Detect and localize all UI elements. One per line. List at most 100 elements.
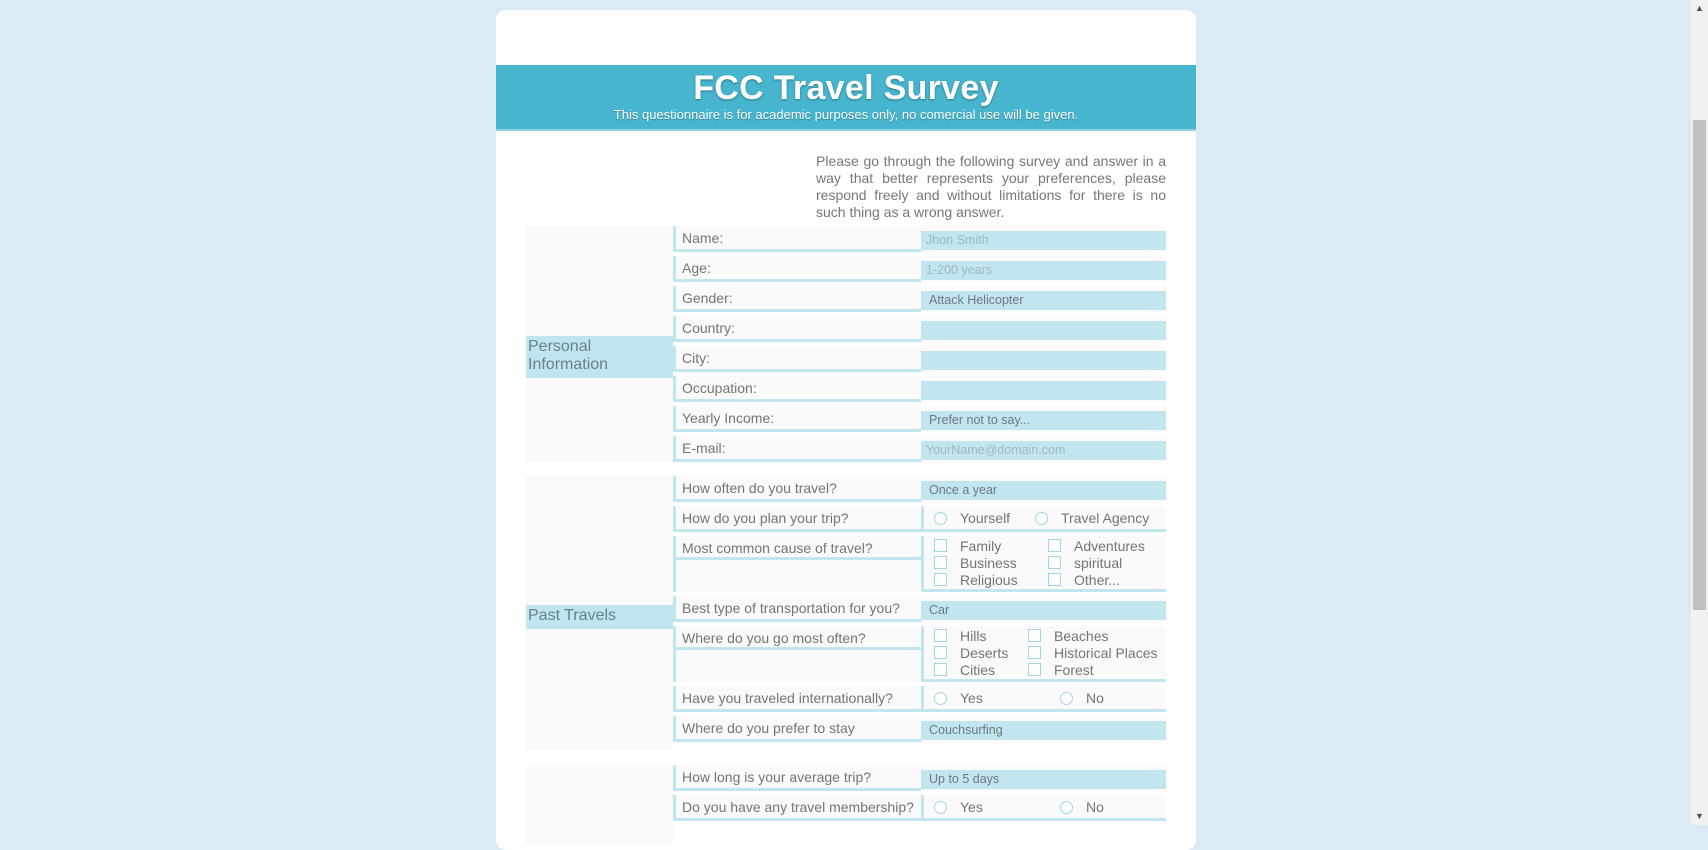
question-row-cause: Most common cause of travel? Family Adve… [673, 536, 1166, 592]
occupation-field[interactable] [921, 381, 1166, 400]
age-placeholder: 1-200 years [926, 263, 993, 277]
chevron-down-icon[interactable]: ▼ [1695, 811, 1704, 821]
question-row-frequency: How often do you travel? Once a year [673, 476, 1166, 502]
radio-button[interactable] [1035, 512, 1048, 525]
frequency-select[interactable]: Once a year [921, 481, 1166, 500]
scrollbar-thumb[interactable] [1693, 120, 1706, 610]
checkbox[interactable] [1028, 629, 1041, 642]
checkbox-option[interactable]: Family [934, 538, 1001, 555]
question-row-country: Country: [673, 316, 1166, 342]
question-label: Do you have any travel membership? [676, 795, 921, 821]
trip-length-select[interactable]: Up to 5 days [921, 770, 1166, 789]
radio-option[interactable]: Yes [934, 799, 983, 816]
question-row-membership: Do you have any travel membership? Yes N… [673, 795, 1166, 821]
section-past-travels: Past Travels How often do you travel? On… [526, 476, 1166, 750]
name-placeholder: Jhon Smith [926, 233, 989, 247]
checkbox[interactable] [1028, 646, 1041, 659]
membership-options: Yes No [921, 795, 1166, 821]
question-label: City: [676, 346, 921, 372]
question-row-trip-length: How long is your average trip? Up to 5 d… [673, 765, 1166, 791]
checkbox-option[interactable]: Deserts [934, 645, 1008, 662]
checkbox-option[interactable]: Other... [1048, 572, 1120, 589]
email-field[interactable]: YourName@domain.com [921, 441, 1166, 460]
question-row-destination: Where do you go most often? Hills Beache… [673, 626, 1166, 682]
checkbox[interactable] [934, 573, 947, 586]
checkbox-option[interactable]: Hills [934, 628, 986, 645]
radio-button[interactable] [934, 801, 947, 814]
income-select[interactable]: Prefer not to say... [921, 411, 1166, 430]
radio-option[interactable]: Travel Agency [1035, 510, 1149, 527]
question-label: Where do you prefer to stay [676, 716, 921, 742]
checkbox[interactable] [934, 646, 947, 659]
question-label: Where do you go most often? [676, 626, 921, 650]
question-row-name: Name: Jhon Smith [673, 226, 1166, 252]
checkbox[interactable] [934, 539, 947, 552]
checkbox[interactable] [1028, 663, 1041, 676]
question-row-age: Age: 1-200 years [673, 256, 1166, 282]
country-field[interactable] [921, 321, 1166, 340]
radio-button[interactable] [1060, 692, 1073, 705]
intro-text: Please go through the following survey a… [816, 153, 1166, 220]
checkbox-option[interactable]: Historical Places [1028, 645, 1157, 662]
checkbox[interactable] [934, 556, 947, 569]
checkbox-option[interactable]: Cities [934, 662, 995, 679]
transport-select[interactable]: Car [921, 601, 1166, 620]
radio-button[interactable] [934, 512, 947, 525]
question-label: E-mail: [676, 436, 921, 462]
question-row-plan: How do you plan your trip? Yourself Trav… [673, 506, 1166, 532]
section-personal-information: Personal Information Name: Jhon Smith Ag… [526, 226, 1166, 462]
page-subtitle: This questionnaire is for academic purpo… [613, 107, 1079, 122]
question-label: How often do you travel? [676, 476, 921, 502]
page-title: FCC Travel Survey [693, 69, 999, 107]
destination-options: Hills Beaches Deserts Historical Places … [921, 626, 1166, 682]
radio-option[interactable]: Yes [934, 690, 983, 707]
radio-option[interactable]: Yourself [934, 510, 1010, 527]
radio-button[interactable] [934, 692, 947, 705]
checkbox[interactable] [1048, 539, 1061, 552]
city-field[interactable] [921, 351, 1166, 370]
cause-options: Family Adventures Business spiritual Rel… [921, 536, 1166, 592]
question-label: Best type of transportation for you? [676, 596, 921, 622]
age-field[interactable]: 1-200 years [921, 261, 1166, 280]
checkbox-option[interactable]: Religious [934, 572, 1018, 589]
question-row-stay: Where do you prefer to stay Couchsurfing [673, 716, 1166, 742]
gender-select[interactable]: Attack Helicopter [921, 291, 1166, 310]
checkbox-option[interactable]: Beaches [1028, 628, 1108, 645]
checkbox[interactable] [1048, 556, 1061, 569]
question-label: How do you plan your trip? [676, 506, 921, 532]
checkbox[interactable] [934, 663, 947, 676]
stay-select[interactable]: Couchsurfing [921, 721, 1166, 740]
name-field[interactable]: Jhon Smith [921, 231, 1166, 250]
chevron-up-icon[interactable]: ▲ [1695, 3, 1704, 13]
question-row-city: City: [673, 346, 1166, 372]
vertical-scrollbar[interactable]: ▲ ▼ [1691, 0, 1708, 825]
checkbox-option[interactable]: Business [934, 555, 1017, 572]
section-label: Personal Information [526, 336, 673, 378]
question-label: Country: [676, 316, 921, 342]
question-label: Occupation: [676, 376, 921, 402]
question-label: Age: [676, 256, 921, 282]
radio-option[interactable]: No [1060, 690, 1104, 707]
radio-option[interactable]: No [1060, 799, 1104, 816]
section-label: Past Travels [526, 605, 673, 629]
question-label: How long is your average trip? [676, 765, 921, 791]
checkbox-option[interactable]: Forest [1028, 662, 1094, 679]
question-row-gender: Gender: Attack Helicopter [673, 286, 1166, 312]
section-trip-details: How long is your average trip? Up to 5 d… [526, 765, 1166, 845]
question-row-income: Yearly Income: Prefer not to say... [673, 406, 1166, 432]
checkbox-option[interactable]: Adventures [1048, 538, 1145, 555]
question-row-transport: Best type of transportation for you? Car [673, 596, 1166, 622]
international-options: Yes No [921, 686, 1166, 712]
checkbox[interactable] [1048, 573, 1061, 586]
radio-button[interactable] [1060, 801, 1073, 814]
checkbox[interactable] [934, 629, 947, 642]
question-label: Name: [676, 226, 921, 252]
checkbox-option[interactable]: spiritual [1048, 555, 1122, 572]
survey-header: FCC Travel Survey This questionnaire is … [496, 65, 1196, 131]
question-label: Gender: [676, 286, 921, 312]
question-row-international: Have you traveled internationally? Yes N… [673, 686, 1166, 712]
question-label: Have you traveled internationally? [676, 686, 921, 712]
question-label: Yearly Income: [676, 406, 921, 432]
question-label: Most common cause of travel? [676, 536, 921, 560]
question-row-occupation: Occupation: [673, 376, 1166, 402]
